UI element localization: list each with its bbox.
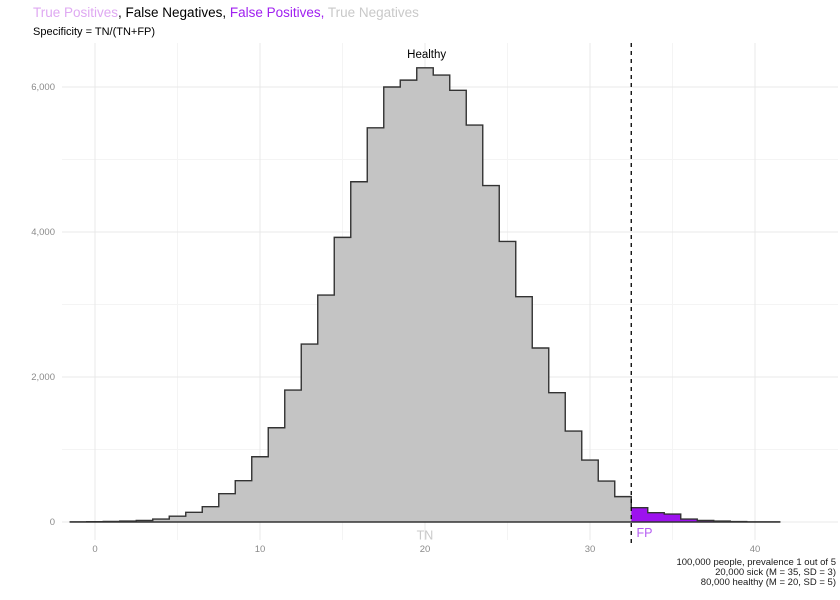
- y-tick-label: 4,000: [31, 227, 55, 238]
- histogram-area-false-positives: [631, 507, 780, 522]
- annotation-tn: TN: [417, 528, 434, 542]
- caption-line: 80,000 healthy (M = 20, SD = 5): [700, 577, 836, 588]
- histogram-area-true-negatives: [70, 67, 632, 522]
- title-segment: False Positives,: [229, 5, 325, 20]
- x-tick-label: 0: [92, 544, 97, 555]
- plot-caption: 100,000 people, prevalence 1 out of 5 20,…: [676, 558, 836, 588]
- x-tick-label: 30: [585, 544, 596, 555]
- title-segment: , False Negatives,: [118, 5, 230, 20]
- x-tick-label: 40: [750, 544, 761, 555]
- caption-line: 100,000 people, prevalence 1 out of 5: [676, 557, 836, 568]
- y-tick-label: 6,000: [31, 82, 55, 93]
- title-segment: True Positives: [33, 5, 119, 20]
- plot-subtitle: Specificity = TN/(TN+FP): [33, 26, 156, 38]
- annotation-fp: FP: [636, 526, 652, 540]
- title-segment: True Negatives: [324, 5, 419, 20]
- y-tick-label: 2,000: [31, 372, 55, 383]
- x-tick-label: 10: [255, 544, 266, 555]
- annotation-healthy: Healthy: [407, 49, 446, 61]
- y-tick-label: 0: [50, 517, 55, 528]
- x-tick-label: 20: [420, 544, 431, 555]
- caption-line: 20,000 sick (M = 35, SD = 3): [715, 567, 836, 578]
- plot-title: True Positives, False Negatives, False P…: [33, 5, 419, 21]
- histogram-outline: [69, 67, 781, 523]
